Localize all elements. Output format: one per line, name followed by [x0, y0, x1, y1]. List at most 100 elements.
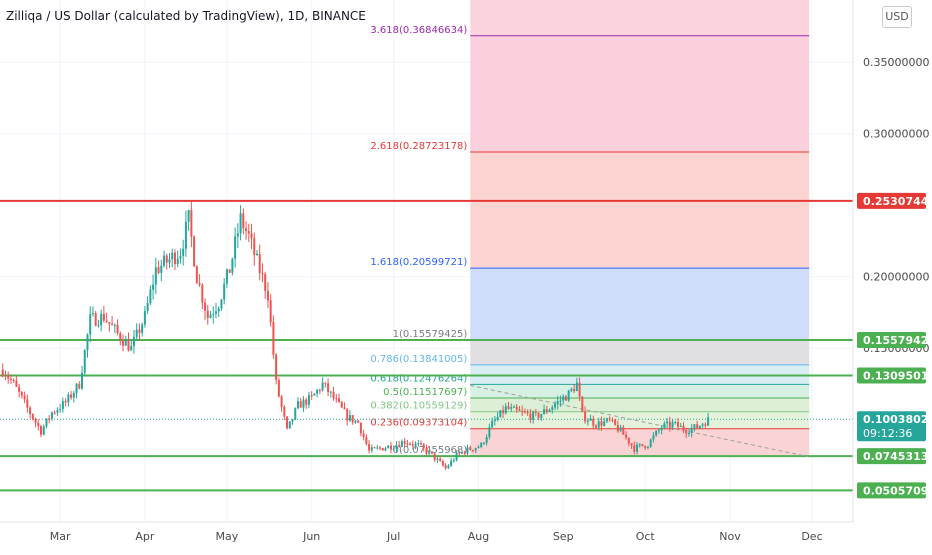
candle-body	[127, 339, 130, 351]
candle-body	[450, 460, 453, 466]
candle-body	[195, 266, 198, 284]
trend-line-dashed[interactable]	[470, 384, 810, 458]
candle-body	[53, 412, 56, 414]
candle-body	[50, 412, 53, 419]
horizontal-levels[interactable]	[0, 199, 853, 492]
time-tick-label: Oct	[636, 530, 656, 543]
candle-body	[212, 313, 215, 315]
candle-body	[346, 409, 349, 421]
candle-body	[376, 447, 379, 449]
candle-body	[551, 407, 554, 410]
candle-body	[220, 299, 223, 309]
candle-body	[414, 443, 417, 446]
candle-body	[70, 394, 73, 398]
candle-body	[592, 418, 595, 426]
candle-body	[469, 447, 472, 450]
candle-body	[83, 350, 86, 373]
time-tick-label: Aug	[468, 530, 489, 543]
candle-body	[100, 313, 103, 326]
candle-body	[327, 383, 330, 393]
fibonacci-extension[interactable]: 3.618(0.36846634) 2.618(0.28723178) 1.618(…	[370, 0, 810, 457]
candle-body	[436, 458, 439, 460]
candle-body	[687, 432, 690, 434]
candle-body	[685, 430, 688, 434]
candle-body	[223, 283, 226, 300]
level-price-label: 0.07453139	[863, 450, 932, 463]
candle-body	[105, 320, 108, 323]
candle-body	[619, 427, 622, 432]
candle-body	[141, 324, 144, 333]
candle-body	[523, 411, 526, 413]
candle-body	[149, 289, 152, 304]
current-price-label: 0.10038026	[863, 413, 932, 426]
price-tick-label: 0.35000000	[863, 56, 929, 69]
candle-body	[502, 410, 505, 414]
candle-body	[318, 389, 321, 391]
candle-body	[157, 267, 160, 273]
candle-body	[605, 418, 608, 422]
fib-zone	[470, 268, 810, 340]
candle-body	[297, 401, 300, 409]
candle-body	[630, 443, 633, 446]
fib-level-label: 0(0.07455968)	[393, 445, 468, 456]
trend-line[interactable]	[470, 384, 810, 458]
candle-body	[545, 409, 548, 412]
candle-body	[154, 267, 157, 285]
candle-body	[534, 411, 537, 414]
fib-zone	[470, 411, 810, 429]
candle-body	[329, 391, 332, 393]
candle-body	[310, 395, 313, 397]
level-price-label: 0.05057095	[863, 484, 932, 497]
currency-button[interactable]: USD	[882, 6, 912, 28]
candle-body	[291, 419, 294, 422]
candle-body	[245, 228, 248, 232]
candle-body	[627, 437, 630, 444]
candle-body	[338, 398, 341, 402]
fib-zone-top	[470, 0, 810, 36]
candle-body	[20, 391, 23, 396]
candle-body	[130, 345, 133, 351]
candle-body	[578, 382, 581, 397]
fib-zone	[470, 151, 810, 269]
level-price-label-bg	[857, 192, 926, 209]
candle-body	[214, 311, 217, 314]
candle-body	[288, 421, 291, 429]
candle-body	[570, 388, 573, 391]
candle-body	[515, 406, 518, 410]
time-tick-label: Jul	[386, 530, 400, 543]
candle-body	[42, 426, 45, 435]
candle-body	[625, 434, 628, 438]
candle-body	[228, 269, 231, 273]
candle-body	[584, 411, 587, 422]
candle-body	[321, 382, 324, 391]
candle-body	[463, 452, 466, 454]
candle-body	[119, 333, 122, 341]
candle-body	[89, 314, 92, 335]
level-price-label: 0.15579425	[863, 334, 932, 347]
candle-body	[4, 375, 7, 377]
candle-body	[504, 406, 507, 414]
candle-body	[67, 394, 70, 403]
candle-body	[362, 433, 365, 438]
candle-body	[425, 448, 428, 454]
candle-body	[45, 418, 48, 427]
candle-body	[324, 382, 327, 384]
candle-body	[343, 407, 346, 410]
candle-body	[176, 258, 179, 265]
candle-body	[512, 406, 515, 408]
fib-zone	[470, 35, 810, 152]
candle-body	[111, 323, 114, 326]
candle-body	[299, 401, 302, 408]
candle-body	[529, 413, 532, 420]
candle-body	[510, 407, 513, 409]
candle-body	[31, 414, 34, 419]
candle-body	[471, 449, 474, 451]
fib-zone	[470, 428, 810, 457]
candle-body	[373, 447, 376, 449]
candle-body	[171, 252, 174, 260]
candle-body	[597, 421, 600, 428]
candle-body	[499, 410, 502, 418]
candle-body	[258, 253, 261, 274]
price-tick-label: 0.20000000	[863, 271, 929, 284]
